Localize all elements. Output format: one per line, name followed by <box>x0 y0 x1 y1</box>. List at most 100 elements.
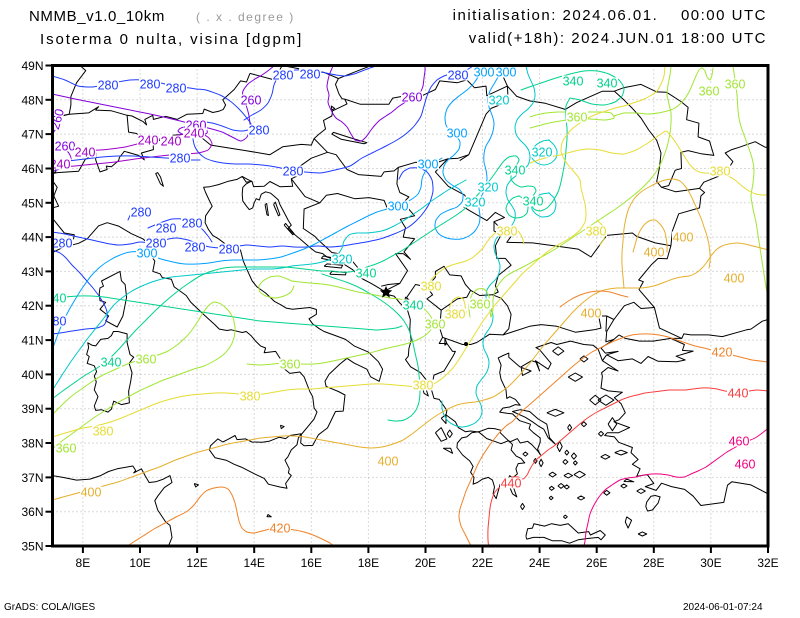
svg-text:37N: 37N <box>21 471 43 485</box>
svg-text:460: 460 <box>735 458 756 472</box>
svg-text:300: 300 <box>474 66 495 80</box>
svg-text:16E: 16E <box>301 556 322 570</box>
svg-text:280: 280 <box>156 222 177 236</box>
svg-text:40N: 40N <box>21 368 43 382</box>
svg-text:36N: 36N <box>21 505 43 519</box>
svg-text:340: 340 <box>46 292 67 306</box>
svg-text:360: 360 <box>470 298 491 312</box>
svg-text:46N: 46N <box>21 162 43 176</box>
svg-text:240: 240 <box>138 134 159 148</box>
svg-text:360: 360 <box>699 85 720 99</box>
svg-text:14E: 14E <box>244 556 265 570</box>
svg-text:340: 340 <box>403 299 424 313</box>
svg-text:280: 280 <box>140 78 161 92</box>
svg-text:340: 340 <box>356 267 377 281</box>
svg-text:8E: 8E <box>76 556 91 570</box>
svg-text:300: 300 <box>496 66 517 80</box>
svg-text:45N: 45N <box>21 196 43 210</box>
svg-text:340: 340 <box>101 356 122 370</box>
svg-text:240: 240 <box>75 146 96 160</box>
svg-text:280: 280 <box>182 217 203 231</box>
svg-text:300: 300 <box>137 247 158 261</box>
svg-text:240: 240 <box>161 135 182 149</box>
svg-text:280: 280 <box>249 124 270 138</box>
svg-text:440: 440 <box>501 477 522 491</box>
svg-text:360: 360 <box>425 318 446 332</box>
svg-text:30E: 30E <box>700 556 721 570</box>
svg-text:340: 340 <box>563 75 584 89</box>
svg-text:280: 280 <box>46 315 67 329</box>
svg-text:340: 340 <box>505 164 526 178</box>
svg-text:41N: 41N <box>21 334 43 348</box>
svg-text:12E: 12E <box>186 556 207 570</box>
svg-text:400: 400 <box>378 455 399 469</box>
svg-text:260: 260 <box>55 140 76 154</box>
svg-text:360: 360 <box>725 78 746 92</box>
svg-text:380: 380 <box>93 425 114 439</box>
svg-text:280: 280 <box>170 152 191 166</box>
svg-text:300: 300 <box>388 200 409 214</box>
svg-text:280: 280 <box>131 206 152 220</box>
svg-text:38N: 38N <box>21 437 43 451</box>
svg-text:420: 420 <box>712 346 733 360</box>
svg-text:10E: 10E <box>129 556 150 570</box>
svg-text:380: 380 <box>421 280 442 294</box>
svg-text:360: 360 <box>280 358 301 372</box>
svg-text:300: 300 <box>418 158 439 172</box>
svg-text:20E: 20E <box>415 556 436 570</box>
svg-text:400: 400 <box>581 307 602 321</box>
svg-text:320: 320 <box>478 181 499 195</box>
svg-text:280: 280 <box>98 79 119 93</box>
svg-text:380: 380 <box>445 308 466 322</box>
svg-text:320: 320 <box>465 196 486 210</box>
svg-text:460: 460 <box>729 435 750 449</box>
svg-text:280: 280 <box>300 68 321 82</box>
svg-text:280: 280 <box>166 82 187 96</box>
svg-text:43N: 43N <box>21 265 43 279</box>
svg-text:42N: 42N <box>21 299 43 313</box>
svg-text:260: 260 <box>48 107 67 131</box>
svg-text:240: 240 <box>184 127 205 141</box>
svg-text:47N: 47N <box>21 128 43 142</box>
svg-text:22E: 22E <box>472 556 493 570</box>
svg-text:400: 400 <box>81 486 102 500</box>
svg-text:44N: 44N <box>21 231 43 245</box>
svg-text:32E: 32E <box>757 556 778 570</box>
svg-text:400: 400 <box>673 231 694 245</box>
svg-text:280: 280 <box>448 69 469 83</box>
svg-text:240: 240 <box>50 158 71 172</box>
svg-text:260: 260 <box>241 94 262 108</box>
svg-text:360: 360 <box>567 111 588 125</box>
svg-text:280: 280 <box>185 241 206 255</box>
svg-text:260: 260 <box>402 91 423 105</box>
svg-text:360: 360 <box>56 442 77 456</box>
svg-text:320: 320 <box>532 146 553 160</box>
svg-text:400: 400 <box>644 246 665 260</box>
svg-text:280: 280 <box>219 243 240 257</box>
svg-text:300: 300 <box>447 127 468 141</box>
svg-text:35N: 35N <box>21 540 43 554</box>
svg-text:380: 380 <box>586 225 607 239</box>
svg-text:49N: 49N <box>21 59 43 73</box>
svg-text:360: 360 <box>136 353 157 367</box>
svg-text:280: 280 <box>283 165 304 179</box>
svg-text:280: 280 <box>146 237 167 251</box>
svg-text:380: 380 <box>710 165 731 179</box>
svg-text:24E: 24E <box>529 556 550 570</box>
svg-text:280: 280 <box>273 69 294 83</box>
svg-text:48N: 48N <box>21 93 43 107</box>
svg-text:28E: 28E <box>643 556 664 570</box>
svg-text:26E: 26E <box>586 556 607 570</box>
svg-text:380: 380 <box>413 379 434 393</box>
svg-text:340: 340 <box>523 195 544 209</box>
svg-text:280: 280 <box>52 237 73 251</box>
svg-text:380: 380 <box>497 225 518 239</box>
svg-text:420: 420 <box>270 522 291 536</box>
svg-text:380: 380 <box>240 390 261 404</box>
svg-text:340: 340 <box>597 77 618 91</box>
svg-text:39N: 39N <box>21 402 43 416</box>
svg-text:440: 440 <box>728 387 749 401</box>
svg-text:320: 320 <box>489 94 510 108</box>
svg-text:320: 320 <box>332 253 353 267</box>
svg-text:18E: 18E <box>358 556 379 570</box>
